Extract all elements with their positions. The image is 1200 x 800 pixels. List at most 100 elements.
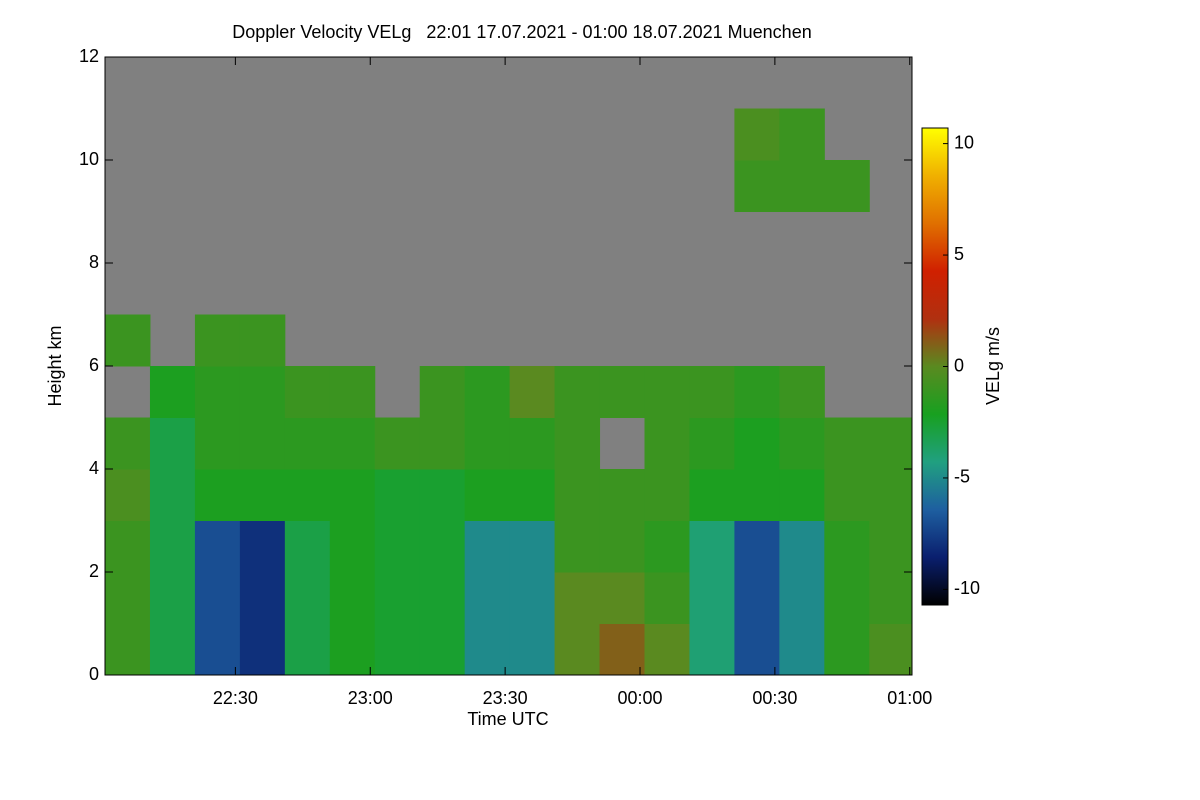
heatmap-cell (419, 572, 466, 624)
heatmap-cell (734, 160, 780, 212)
x-tick-label: 23:00 (348, 688, 393, 708)
heatmap-cell (464, 417, 511, 470)
heatmap-cell (824, 572, 870, 624)
heatmap-cell (734, 520, 780, 573)
heatmap-cell (464, 572, 511, 624)
heatmap-cell (149, 623, 196, 676)
heatmap-cell (239, 623, 286, 676)
heatmap-cell (779, 623, 825, 676)
heatmap-cell (644, 366, 690, 418)
chart-title: Doppler Velocity VELg 22:01 17.07.2021 -… (232, 22, 811, 42)
heatmap-cell (644, 623, 690, 676)
y-tick-label: 10 (79, 149, 99, 169)
colorbar-tick-label: 10 (954, 132, 974, 152)
heatmap-cell (644, 520, 690, 573)
heatmap-cell (599, 366, 645, 418)
x-tick-label: 22:30 (213, 688, 258, 708)
heatmap-cell (194, 520, 241, 573)
heatmap-cell (105, 572, 151, 624)
heatmap-cell (869, 623, 913, 676)
heatmap-cell (824, 417, 870, 470)
heatmap-cell (239, 469, 286, 521)
heatmap-cell (194, 623, 241, 676)
heatmap-cell (464, 623, 511, 676)
colorbar-tick-label: -10 (954, 578, 980, 598)
heatmap-cell (239, 417, 286, 470)
heatmap-cell (734, 469, 780, 521)
heatmap-cell (284, 366, 331, 418)
heatmap-cell (239, 366, 286, 418)
heatmap-cell (194, 572, 241, 624)
heatmap-cell (689, 469, 735, 521)
heatmap-cell (689, 520, 735, 573)
heatmap-cell (329, 623, 376, 676)
heatmap-cell (374, 572, 421, 624)
heatmap-cell (554, 623, 601, 676)
heatmap-cell (869, 469, 913, 521)
heatmap-cell (464, 469, 511, 521)
heatmap-cell (239, 520, 286, 573)
heatmap-cell (105, 469, 151, 521)
heatmap-cell (284, 417, 331, 470)
heatmap-cell (689, 623, 735, 676)
heatmap-cell (329, 366, 376, 418)
heatmap-cell (194, 469, 241, 521)
heatmap-cell (374, 469, 421, 521)
heatmap-cell (779, 366, 825, 418)
y-tick-label: 12 (79, 46, 99, 66)
heatmap-cell (105, 623, 151, 676)
heatmap-cell (509, 623, 556, 676)
heatmap-cell (824, 469, 870, 521)
heatmap-cell (599, 572, 645, 624)
heatmap-cell (105, 520, 151, 573)
heatmap-cell (149, 520, 196, 573)
x-axis-label: Time UTC (467, 709, 548, 729)
heatmap-cell (734, 366, 780, 418)
y-tick-label: 2 (89, 561, 99, 581)
heatmap-cell (374, 417, 421, 470)
heatmap-cell (869, 417, 913, 470)
colorbar-tick-label: 0 (954, 355, 964, 375)
heatmap-cell (734, 108, 780, 161)
x-tick-label: 00:30 (752, 688, 797, 708)
x-tick-label: 00:00 (617, 688, 662, 708)
heatmap-cell (419, 469, 466, 521)
heatmap-cell (644, 572, 690, 624)
heatmap-cell (194, 417, 241, 470)
heatmap-cell (779, 469, 825, 521)
y-tick-label: 8 (89, 252, 99, 272)
heatmap-cell (329, 469, 376, 521)
heatmap-cell (689, 366, 735, 418)
heatmap-cell (239, 572, 286, 624)
heatmap-cell (194, 366, 241, 418)
colorbar-label: VELg m/s (983, 327, 1003, 405)
heatmap-cell (554, 520, 601, 573)
heatmap-cell (509, 366, 556, 418)
heatmap-cell (779, 520, 825, 573)
heatmap-cell (464, 366, 511, 418)
heatmap-cell (509, 572, 556, 624)
y-tick-label: 6 (89, 355, 99, 375)
heatmap-cell (779, 417, 825, 470)
heatmap-cell (284, 623, 331, 676)
y-tick-label: 0 (89, 664, 99, 684)
heatmap-cell (779, 572, 825, 624)
heatmap-cell (644, 469, 690, 521)
heatmap-cell (419, 417, 466, 470)
heatmap-cell (599, 469, 645, 521)
heatmap-cell (149, 417, 196, 470)
heatmap-cell (464, 520, 511, 573)
colorbar-tick-label: 5 (954, 244, 964, 264)
heatmap-cell (779, 108, 825, 161)
heatmap-cell (869, 520, 913, 573)
heatmap-cell (419, 623, 466, 676)
heatmap-cell (734, 572, 780, 624)
heatmap-cell (824, 623, 870, 676)
heatmap-cell (149, 366, 196, 418)
heatmap-cell (239, 314, 286, 367)
heatmap-cell (149, 469, 196, 521)
heatmap-cell (824, 160, 870, 212)
heatmap-cell (869, 572, 913, 624)
heatmap-cell (509, 417, 556, 470)
